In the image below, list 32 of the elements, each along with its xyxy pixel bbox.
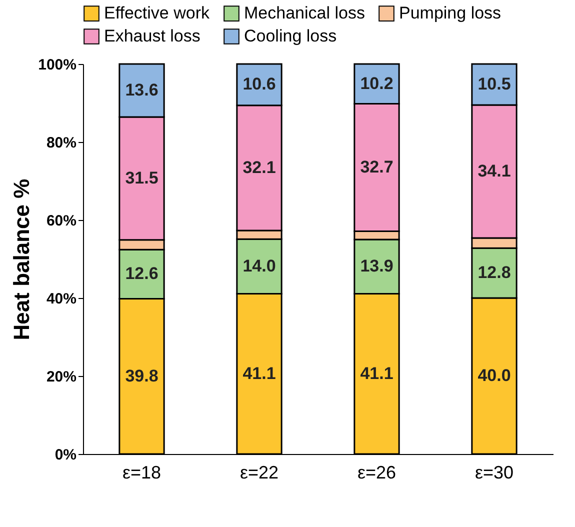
y-tick-label: 60% (46, 212, 76, 230)
data-label: 10.6 (242, 74, 276, 94)
legend-label: Cooling loss (244, 26, 337, 46)
data-label: 10.5 (478, 74, 511, 94)
y-tick-label: 40% (46, 290, 76, 308)
data-label: 34.1 (478, 161, 511, 180)
data-label: 13.9 (360, 256, 394, 276)
legend-label: Pumping loss (399, 4, 502, 23)
x-tick-label: ε=22 (240, 462, 279, 482)
data-label: 39.8 (125, 366, 158, 386)
legend-label: Mechanical loss (244, 4, 365, 23)
data-label: 31.5 (125, 168, 158, 188)
legend-label: Effective work (104, 4, 210, 23)
y-tick-label: 0% (54, 446, 76, 464)
y-tick-label: 80% (46, 134, 76, 152)
legend-label: Exhaust loss (104, 26, 200, 46)
data-label: 32.7 (360, 158, 394, 177)
data-label: 10.2 (360, 74, 394, 93)
x-tick-label: ε=18 (122, 462, 162, 482)
data-label: 41.1 (242, 364, 276, 383)
y-tick-label: 100% (38, 56, 76, 74)
y-tick-label: 20% (46, 368, 76, 386)
data-label: 14.0 (242, 256, 276, 276)
x-tick-label: ε=26 (357, 462, 396, 482)
y-axis-title: Heat balance % (9, 178, 34, 340)
data-label: 13.6 (125, 80, 158, 100)
data-label: 12.8 (478, 263, 511, 282)
x-tick-label: ε=30 (474, 462, 514, 482)
data-label: 12.6 (125, 264, 158, 284)
data-label: 32.1 (242, 158, 276, 177)
data-label: 41.1 (360, 364, 394, 383)
data-label: 40.0 (478, 366, 511, 385)
